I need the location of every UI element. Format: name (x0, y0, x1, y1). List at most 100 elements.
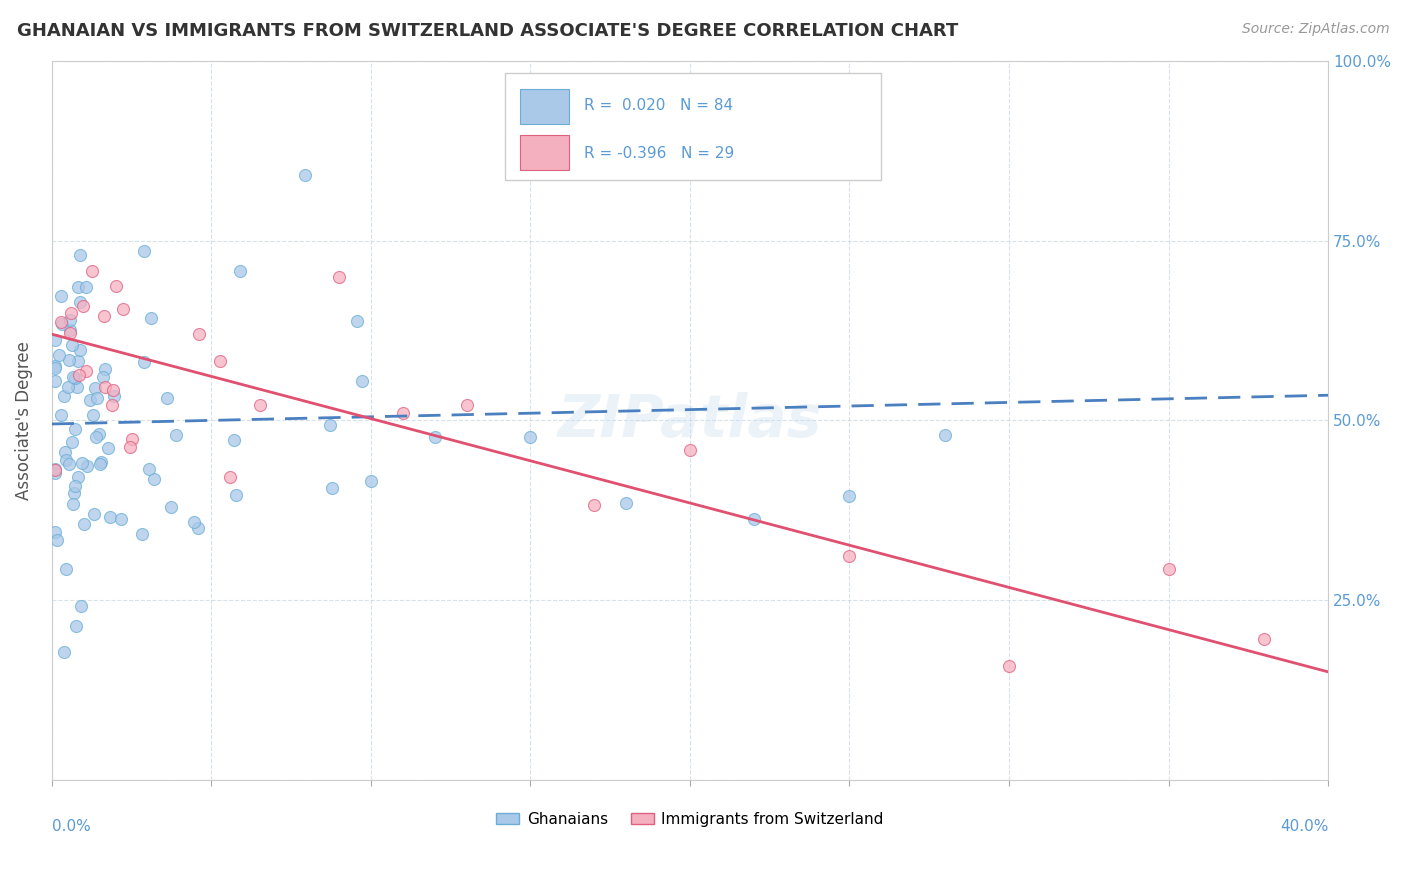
Point (94, 379, 117, 393)
Point (49, 289, 72, 303)
Point (94, 362, 117, 376)
Point (112, 302, 135, 317)
Point (73, 516, 96, 531)
Point (187, 521, 209, 535)
Point (321, 482, 343, 496)
Point (69, 368, 91, 383)
Text: Source: ZipAtlas.com: Source: ZipAtlas.com (1241, 22, 1389, 37)
Point (132, 244, 155, 258)
Point (55, 562, 77, 576)
Point (132, 355, 155, 369)
Point (62, 497, 84, 511)
Point (63, 371, 86, 385)
Point (138, 462, 160, 476)
Point (83, 507, 105, 521)
Point (143, 472, 166, 486)
Point (998, 658, 1021, 673)
Point (86, 391, 108, 405)
Point (346, 314, 368, 328)
Point (49, 408, 72, 422)
Point (121, 433, 143, 447)
Point (131, 527, 153, 541)
Point (69, 247, 91, 261)
Point (350, 374, 373, 388)
Point (679, 442, 702, 457)
Y-axis label: Associate's Degree: Associate's Degree (15, 341, 32, 500)
Point (294, 168, 316, 182)
Point (58, 457, 80, 471)
Point (208, 353, 231, 368)
Point (319, 417, 342, 432)
Point (55, 452, 77, 467)
Point (48, 348, 70, 362)
Point (79, 392, 101, 407)
Point (59, 323, 82, 337)
Point (187, 327, 209, 342)
Point (90, 455, 112, 469)
Point (838, 489, 860, 503)
Point (1253, 632, 1275, 647)
Point (101, 398, 124, 412)
Point (60, 305, 83, 319)
Point (72, 299, 94, 313)
Point (360, 475, 382, 489)
Point (44, 463, 66, 477)
Point (98, 510, 121, 524)
Point (89, 457, 111, 471)
Point (69, 295, 91, 310)
Point (44, 374, 66, 388)
Point (103, 389, 125, 403)
Point (44, 466, 66, 480)
Point (225, 488, 247, 502)
Point (52, 645, 75, 659)
Point (62, 370, 84, 384)
Point (53, 445, 76, 459)
Point (222, 433, 245, 447)
FancyBboxPatch shape (505, 73, 882, 179)
Point (84, 381, 107, 395)
Point (249, 398, 271, 412)
Point (155, 391, 177, 405)
Point (49, 315, 72, 329)
Point (1157, 562, 1180, 576)
Point (60, 338, 83, 352)
Point (228, 264, 250, 278)
Point (46, 533, 69, 547)
Point (93, 309, 115, 323)
Point (67, 354, 90, 368)
Point (139, 311, 162, 326)
Point (80, 263, 103, 277)
Point (104, 278, 127, 293)
Point (328, 270, 350, 285)
Point (93, 369, 115, 384)
Point (160, 500, 183, 514)
Point (65, 379, 87, 393)
Text: R =  0.020   N = 84: R = 0.020 N = 84 (583, 98, 733, 113)
Text: ZIPatlas: ZIPatlas (558, 392, 823, 449)
Point (87, 426, 110, 441)
Bar (520, 136, 568, 169)
Point (838, 549, 860, 563)
Point (183, 515, 205, 529)
Point (391, 406, 413, 420)
Point (614, 496, 637, 510)
Point (97, 441, 120, 455)
Text: 0.0%: 0.0% (52, 819, 90, 834)
Point (65, 618, 87, 632)
Point (58, 380, 80, 394)
Point (70, 456, 93, 470)
Legend: Ghanaians, Immigrants from Switzerland: Ghanaians, Immigrants from Switzerland (491, 805, 890, 833)
Point (66, 470, 89, 484)
Point (60, 435, 83, 450)
Point (82, 409, 104, 423)
Point (70, 599, 93, 613)
Text: GHANAIAN VS IMMIGRANTS FROM SWITZERLAND ASSOCIATE'S DEGREE CORRELATION CHART: GHANAIAN VS IMMIGRANTS FROM SWITZERLAND … (17, 22, 957, 40)
Point (583, 498, 606, 512)
Point (219, 470, 242, 484)
Bar (520, 89, 568, 124)
Point (120, 440, 142, 454)
Point (165, 428, 187, 442)
Point (934, 427, 956, 442)
Point (53, 389, 76, 403)
Point (67, 280, 90, 294)
